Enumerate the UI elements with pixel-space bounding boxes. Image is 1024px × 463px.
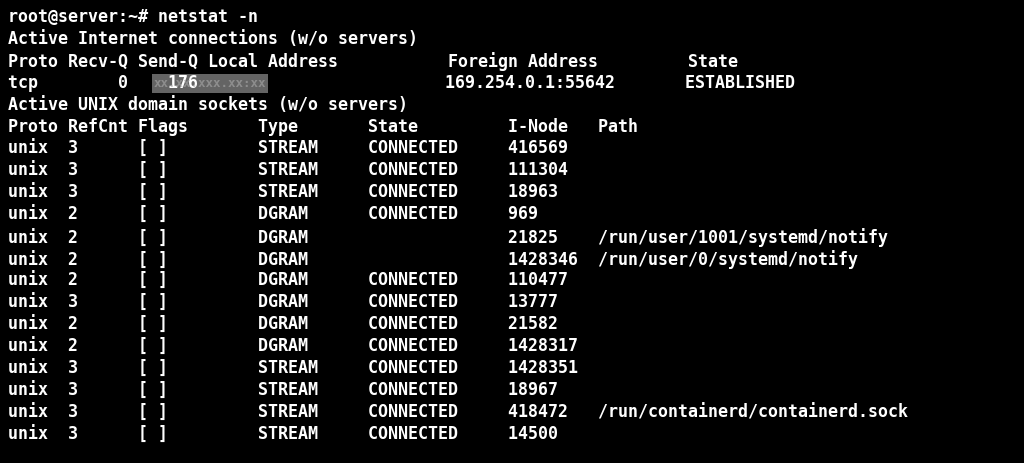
Text: unix  2      [ ]         DGRAM      CONNECTED     1428317: unix 2 [ ] DGRAM CONNECTED 1428317 <box>8 338 578 356</box>
Text: unix  3      [ ]         STREAM     CONNECTED     416569: unix 3 [ ] STREAM CONNECTED 416569 <box>8 140 568 158</box>
Text: unix  2      [ ]         DGRAM                    21825    /run/user/1001/system: unix 2 [ ] DGRAM 21825 /run/user/1001/sy… <box>8 228 888 247</box>
Text: unix  2      [ ]         DGRAM      CONNECTED     21582: unix 2 [ ] DGRAM CONNECTED 21582 <box>8 316 558 334</box>
Text: unix  2      [ ]         DGRAM      CONNECTED     110477: unix 2 [ ] DGRAM CONNECTED 110477 <box>8 272 568 290</box>
Text: Proto Recv-Q Send-Q Local Address           Foreign Address         State: Proto Recv-Q Send-Q Local Address Foreig… <box>8 52 738 71</box>
Text: unix  2      [ ]         DGRAM      CONNECTED     969: unix 2 [ ] DGRAM CONNECTED 969 <box>8 206 538 224</box>
Text: unix  3      [ ]         DGRAM      CONNECTED     13777: unix 3 [ ] DGRAM CONNECTED 13777 <box>8 294 558 312</box>
Text: root@server:~# netstat -n: root@server:~# netstat -n <box>8 8 258 26</box>
Text: Active UNIX domain sockets (w/o servers): Active UNIX domain sockets (w/o servers) <box>8 96 408 114</box>
Text: xx.xx.xxx.xx:xx: xx.xx.xxx.xx:xx <box>154 77 266 90</box>
Text: 169.254.0.1:55642       ESTABLISHED: 169.254.0.1:55642 ESTABLISHED <box>275 74 796 92</box>
Text: unix  2      [ ]         DGRAM                    1428346  /run/user/0/systemd/n: unix 2 [ ] DGRAM 1428346 /run/user/0/sys… <box>8 250 858 269</box>
Text: unix  3      [ ]         STREAM     CONNECTED     111304: unix 3 [ ] STREAM CONNECTED 111304 <box>8 162 568 180</box>
Text: unix  3      [ ]         STREAM     CONNECTED     14500: unix 3 [ ] STREAM CONNECTED 14500 <box>8 426 558 444</box>
Text: unix  3      [ ]         STREAM     CONNECTED     18967: unix 3 [ ] STREAM CONNECTED 18967 <box>8 382 558 400</box>
Text: unix  3      [ ]         STREAM     CONNECTED     418472   /run/containerd/conta: unix 3 [ ] STREAM CONNECTED 418472 /run/… <box>8 404 908 422</box>
Text: unix  3      [ ]         STREAM     CONNECTED     1428351: unix 3 [ ] STREAM CONNECTED 1428351 <box>8 360 578 378</box>
Text: unix  3      [ ]         STREAM     CONNECTED     18963: unix 3 [ ] STREAM CONNECTED 18963 <box>8 184 558 202</box>
FancyBboxPatch shape <box>153 74 268 93</box>
Text: Proto RefCnt Flags       Type       State         I-Node   Path: Proto RefCnt Flags Type State I-Node Pat… <box>8 118 638 136</box>
Text: Active Internet connections (w/o servers): Active Internet connections (w/o servers… <box>8 30 418 48</box>
Text: tcp        0    176: tcp 0 176 <box>8 74 208 92</box>
